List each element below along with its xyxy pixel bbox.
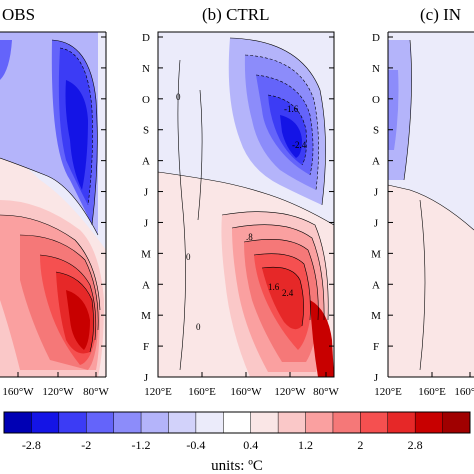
lon-tick-label: 160°W (2, 386, 34, 398)
month-tick-label: M (371, 248, 381, 260)
panel-a-title: OBS (2, 5, 35, 24)
colorbar-swatch (195, 412, 224, 433)
colorbar-swatch (4, 412, 32, 433)
panel-b-contours (158, 37, 334, 371)
lon-tick-label: 120°W (42, 386, 74, 398)
colorbar-swatch (141, 412, 169, 433)
colorbar-swatch (31, 412, 60, 433)
colorbar-swatch (360, 412, 389, 433)
contour-label: 0 (196, 322, 201, 332)
contour-label: 1.6 (268, 282, 280, 292)
month-tick-label: O (142, 94, 150, 106)
contour-label: -2.4 (292, 140, 307, 150)
colorbar-tick-label: 2 (357, 438, 363, 452)
colorbar-swatch (250, 412, 279, 433)
month-tick-label: D (142, 32, 150, 44)
contour-label: 0 (186, 252, 191, 262)
month-tick-label: F (373, 341, 379, 353)
panel-b-title: (b) CTRL (202, 5, 270, 24)
panel-a-contours (0, 39, 101, 353)
month-tick-label: A (372, 279, 380, 291)
colorbar-tick-label: 2.8 (408, 438, 423, 452)
month-tick-label: D (372, 32, 380, 44)
panel-c-contours (388, 39, 474, 371)
colorbar-swatch (168, 412, 197, 433)
colorbar-swatch (86, 412, 114, 433)
colorbar-units: units: ºC (211, 458, 263, 474)
month-tick-label: J (144, 187, 149, 199)
colorbar-swatch (415, 412, 443, 433)
colorbar-tick-label: -2 (81, 438, 91, 452)
lon-tick-label: 80°W (83, 386, 109, 398)
lon-tick-label: 120°E (144, 386, 172, 398)
colorbar: -2.8 -2 -1.2 -0.4 0.4 1.2 2 2.8 (3, 411, 471, 452)
colorbar-swatch (332, 412, 361, 433)
month-tick-label: J (374, 372, 379, 384)
month-tick-label: A (372, 156, 380, 168)
month-tick-label: F (143, 341, 149, 353)
month-tick-label: J (144, 372, 149, 384)
colorbar-frame (3, 411, 471, 434)
colorbar-swatch (305, 412, 334, 433)
colorbar-swatch (113, 412, 142, 433)
lon-tick-label: 120°W (274, 386, 306, 398)
month-tick-label: M (371, 310, 381, 322)
panel-b-contour-labels: -1.6 -2.4 .8 1.6 2.4 0 0 0 (176, 92, 307, 332)
colorbar-tick-label: -0.4 (186, 438, 205, 452)
month-tick-label: S (373, 125, 379, 137)
contour-label: 0 (176, 92, 181, 102)
colorbar-swatch (442, 412, 471, 433)
colorbar-tick-label: 0.4 (243, 438, 258, 452)
month-tick-label: J (144, 217, 149, 229)
month-tick-label: N (142, 63, 150, 75)
colorbar-swatch (223, 412, 252, 433)
lon-tick-label: 80°W (313, 386, 339, 398)
colorbar-tick-label: 1.2 (298, 438, 313, 452)
colorbar-tick-label: -1.2 (132, 438, 151, 452)
panel-c (388, 32, 474, 377)
lon-tick-label: 160°E (418, 386, 446, 398)
lon-tick-label: 160°W (454, 386, 474, 398)
contour-label: -1.6 (284, 104, 299, 114)
lon-tick-label: 120°E (374, 386, 402, 398)
contour-label: .8 (246, 232, 253, 242)
month-tick-label: A (142, 279, 150, 291)
panel-c-frame (387, 31, 474, 378)
month-tick-label: N (372, 63, 380, 75)
axis-ticks: J J F F M M A A M M J J J J A A S S O O N N D D 160°W 120°W 80°W 12… (2, 32, 474, 398)
panel-b (158, 32, 334, 377)
month-tick-label: S (143, 125, 149, 137)
month-tick-label: M (141, 248, 151, 260)
panel-a (0, 32, 106, 377)
month-tick-label: M (141, 310, 151, 322)
lon-tick-label: 160°W (230, 386, 262, 398)
colorbar-tick-label: -2.8 (22, 438, 41, 452)
month-tick-label: J (374, 187, 379, 199)
month-tick-label: J (374, 217, 379, 229)
month-tick-label: O (372, 94, 380, 106)
month-tick-label: A (142, 156, 150, 168)
panel-c-title: (c) IN (420, 5, 461, 24)
colorbar-swatch (58, 412, 87, 433)
colorbar-swatch (387, 412, 416, 433)
lon-tick-label: 160°E (188, 386, 216, 398)
contour-label: 2.4 (282, 288, 294, 298)
colorbar-swatch (278, 412, 306, 433)
